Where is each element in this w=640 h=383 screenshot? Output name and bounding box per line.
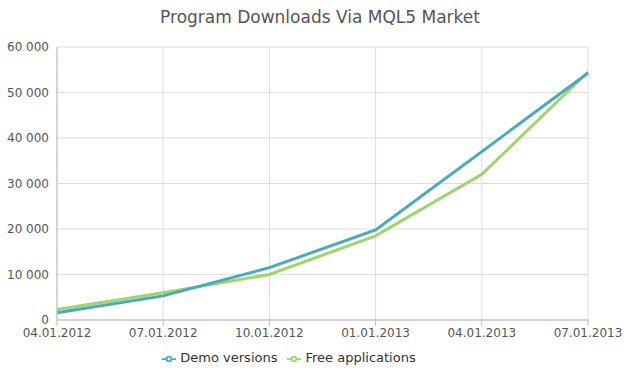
svg-text:30 000: 30 000: [8, 177, 49, 191]
html-text:Program Downloads Via MQL5 Mar: Program Downloads Via MQL5 Market: [160, 7, 480, 27]
svg-text:04.01.2013: 04.01.2013: [447, 326, 516, 340]
svg-text:20 000: 20 000: [8, 222, 49, 236]
svg-text:10.01.2012: 10.01.2012: [235, 326, 304, 340]
svg-text:07.01.2013: 07.01.2013: [554, 326, 623, 340]
svg-text:04.01.2012: 04.01.2012: [23, 326, 92, 340]
html-text:Demo versions: Demo versions: [180, 350, 278, 365]
svg-text:60 000: 60 000: [8, 40, 49, 54]
html-text:Free applications: Free applications: [305, 350, 416, 365]
svg-text:07.01.2012: 07.01.2012: [129, 326, 198, 340]
svg-text:0: 0: [41, 313, 49, 327]
svg-text:10 000: 10 000: [8, 268, 49, 282]
svg-text:40 000: 40 000: [8, 131, 49, 145]
svg-text:50 000: 50 000: [8, 86, 49, 100]
svg-text:01.01.2013: 01.01.2013: [341, 326, 410, 340]
